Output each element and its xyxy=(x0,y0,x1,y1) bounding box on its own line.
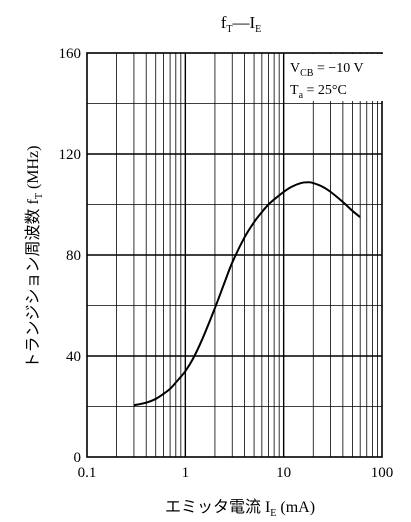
x-axis-label: エミッタ電流 IE (mA) xyxy=(165,498,315,519)
series-line-ft xyxy=(134,182,360,405)
conditions-box: VCB = −10 V Ta = 25°C xyxy=(286,54,387,101)
x-tick-label: 1 xyxy=(182,465,190,481)
grid-major-lines xyxy=(87,53,382,457)
chart-title: fT—IE xyxy=(221,13,262,35)
x-tick-label: 10 xyxy=(276,465,291,481)
y-tick-label: 0 xyxy=(74,450,82,466)
x-tick-label: 100 xyxy=(371,465,394,481)
x-tick-label: 0.1 xyxy=(78,465,97,481)
title-second-sub: E xyxy=(255,24,261,35)
x-tick-labels: 0.1 1 10 100 xyxy=(78,465,394,481)
y-tick-label: 160 xyxy=(59,46,82,62)
y-tick-label: 40 xyxy=(66,349,81,365)
y-tick-label: 80 xyxy=(66,248,81,264)
y-tick-label: 120 xyxy=(59,147,82,163)
y-axis-label: トランジション周波数 fT (MHz) xyxy=(24,146,45,369)
y-tick-labels: 0 40 80 120 160 xyxy=(59,46,82,466)
title-sep: — xyxy=(232,13,251,32)
